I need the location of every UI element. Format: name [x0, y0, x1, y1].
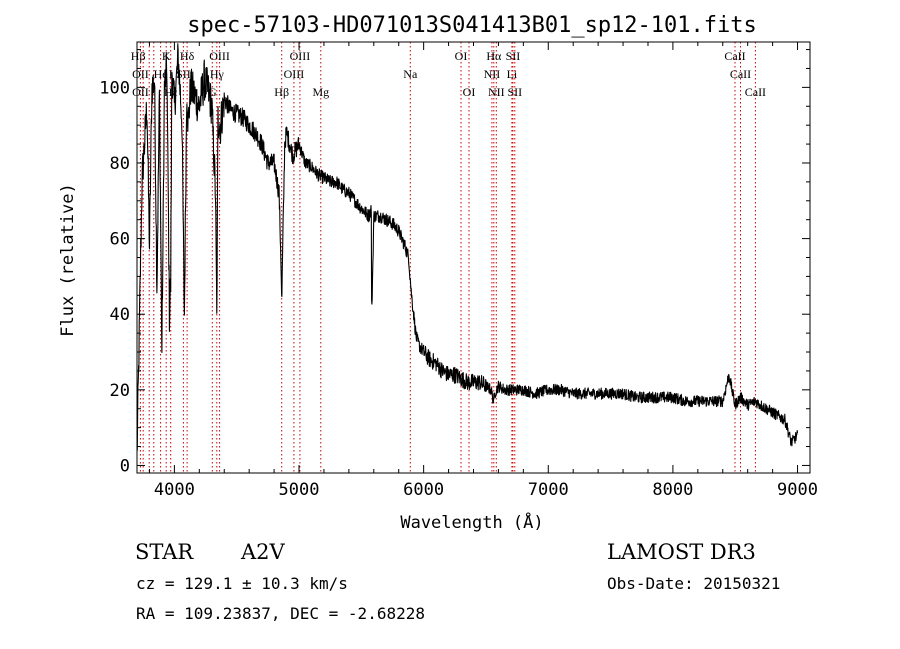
x-tick-label: 4000 — [154, 480, 195, 500]
x-tick-label: 5000 — [279, 480, 320, 500]
spectral-line-label: OIII — [290, 49, 311, 63]
y-tick-label: 40 — [110, 305, 130, 325]
spectrum-series — [136, 43, 799, 452]
spectral-line-label: G — [208, 85, 217, 99]
x-tick-label: 6000 — [403, 480, 444, 500]
spectral-line-label: SII — [506, 49, 521, 63]
spectral-line-label: CaII — [724, 49, 745, 63]
spectral-line-label: OIII — [284, 67, 305, 81]
x-tick-label: 7000 — [528, 480, 569, 500]
y-tick-label: 100 — [99, 78, 130, 98]
object-type: STAR — [135, 540, 194, 564]
object-subclass: A2V — [240, 540, 286, 564]
y-axis-label: Flux (relative) — [58, 183, 78, 337]
spectral-line-label: NII — [488, 85, 505, 99]
spectrum-line — [136, 43, 799, 452]
spectral-line-label: Mg — [312, 85, 329, 99]
spectral-line-label: OII — [132, 85, 149, 99]
redshift-text: cz = 129.1 ± 10.3 km/s — [136, 574, 348, 593]
spectral-line-label: Li — [507, 67, 518, 81]
spectral-line-label: He — [154, 67, 168, 81]
spectral-line-label: Hδ — [180, 49, 195, 63]
spectral-line-label: OIII — [209, 49, 230, 63]
x-axis-label: Wavelength (Å) — [400, 511, 543, 533]
spectral-line-label: NII — [484, 67, 501, 81]
spectral-line-label: SII — [507, 85, 522, 99]
spectral-line-label: Hγ — [210, 67, 225, 81]
spectral-line-label: Hβ — [274, 85, 289, 99]
x-axis: 4000 5000 6000 7000 8000 9000 — [148, 42, 818, 500]
y-tick-label: 0 — [120, 456, 130, 476]
obs-date-text: Obs-Date: 20150321 — [607, 574, 780, 593]
spectral-line-markers — [139, 42, 756, 473]
spectral-line-label: OII — [132, 67, 149, 81]
coordinates-text: RA = 109.23837, DEC = -2.68228 — [136, 604, 425, 623]
y-tick-label: 80 — [110, 154, 130, 174]
spectral-line-label: Hβ — [131, 49, 146, 63]
spectral-line-label: Na — [403, 67, 418, 81]
x-tick-label: 8000 — [652, 480, 693, 500]
survey-name: LAMOST DR3 — [607, 540, 756, 564]
spectral-line-label: CaII — [730, 67, 751, 81]
y-tick-label: 20 — [110, 381, 130, 401]
spectral-line-label: I — [169, 67, 173, 81]
spectral-line-label: OI — [455, 49, 468, 63]
x-tick-label: 9000 — [777, 480, 818, 500]
spectral-line-label: OI — [463, 85, 476, 99]
spectral-line-label: Hα — [486, 49, 502, 63]
spectral-line-label: CaII — [745, 85, 766, 99]
y-tick-label: 60 — [110, 230, 130, 250]
chart-title: spec-57103-HD071013S041413B01_sp12-101.f… — [187, 13, 757, 38]
y-axis: 0 20 40 60 80 100 — [99, 49, 810, 476]
